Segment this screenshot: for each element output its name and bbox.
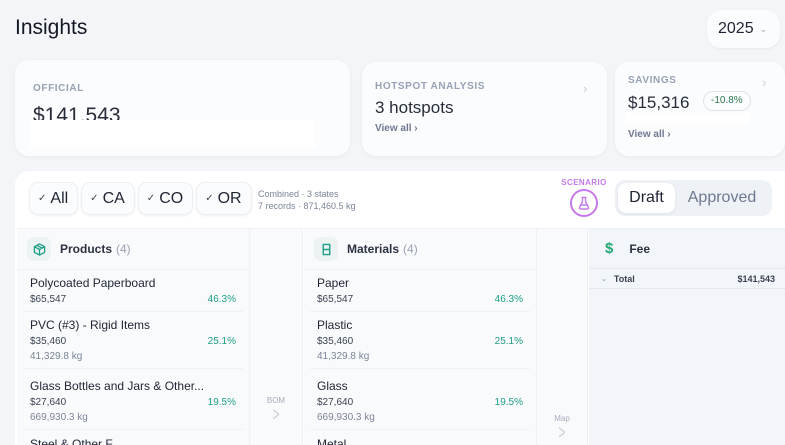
scenario-label: SCENARIO bbox=[561, 178, 607, 187]
fee-column: $ Fee ⌄ Total $141,543 bbox=[589, 228, 785, 445]
materials-title: Materials bbox=[347, 242, 400, 256]
bom-connector[interactable]: BOM > bbox=[250, 228, 303, 445]
savings-view-all-link[interactable]: View all › bbox=[628, 129, 671, 140]
chevron-right-icon: › bbox=[583, 81, 588, 96]
map-connector[interactable]: Map > bbox=[537, 228, 588, 445]
scenario-button[interactable]: SCENARIO bbox=[558, 178, 610, 217]
official-sparkline-area bbox=[30, 120, 315, 148]
chip-all[interactable]: ✓ All bbox=[29, 182, 79, 215]
hotspot-card[interactable]: HOTSPOT ANALYSIS 3 hotspots View all › › bbox=[362, 62, 607, 156]
products-header: Products (4) bbox=[17, 229, 249, 270]
official-label: OFFICIAL bbox=[33, 83, 84, 94]
fee-total-row[interactable]: ⌄ Total $141,543 bbox=[589, 269, 785, 289]
product-row[interactable]: Polycoated Paperboard $65,547 46.3% bbox=[23, 270, 243, 312]
status-draft-option[interactable]: Draft bbox=[618, 183, 675, 213]
savings-label: SAVINGS bbox=[628, 75, 677, 86]
page-title: Insights bbox=[15, 16, 88, 39]
filter-summary-states: Combined · 3 states bbox=[258, 189, 339, 199]
material-row[interactable]: Metal bbox=[317, 437, 347, 445]
hotspot-view-all-link[interactable]: View all › bbox=[375, 123, 418, 134]
material-row[interactable]: Glass $27,640 19.5% 669,930.3 kg bbox=[310, 369, 530, 430]
chevron-down-icon[interactable]: ⌄ bbox=[601, 275, 607, 283]
dollar-icon: $ bbox=[605, 240, 614, 257]
check-icon: ✓ bbox=[90, 193, 99, 204]
beaker-icon bbox=[314, 237, 338, 261]
material-row[interactable]: Paper $65,547 46.3% bbox=[310, 270, 530, 312]
products-column: Products (4) Polycoated Paperboard $65,5… bbox=[17, 228, 250, 445]
filter-summary-records: 7 records · 871,460.5 kg bbox=[258, 201, 356, 211]
year-value: 2025 bbox=[718, 20, 754, 37]
official-card: OFFICIAL $141,543 bbox=[15, 60, 350, 156]
fee-title: Fee bbox=[629, 241, 651, 256]
map-label: Map bbox=[554, 414, 570, 423]
chip-ca[interactable]: ✓ CA bbox=[81, 182, 135, 215]
chevron-right-icon: › bbox=[762, 75, 767, 90]
products-count: (4) bbox=[116, 242, 131, 256]
status-toggle: Draft Approved bbox=[615, 180, 772, 216]
year-select[interactable]: 2025 ⌄ bbox=[707, 10, 780, 48]
materials-count: (4) bbox=[403, 242, 418, 256]
check-icon: ✓ bbox=[38, 193, 47, 204]
chip-or[interactable]: ✓ OR bbox=[196, 182, 252, 215]
hotspot-value: 3 hotspots bbox=[375, 98, 454, 117]
package-icon bbox=[27, 237, 51, 261]
chevron-down-icon: ⌄ bbox=[759, 24, 768, 34]
fee-total-value: $141,543 bbox=[737, 273, 775, 284]
product-row[interactable]: Steel & Other F... bbox=[30, 437, 122, 445]
products-title: Products bbox=[60, 242, 113, 256]
check-icon: ✓ bbox=[146, 193, 156, 204]
material-row[interactable]: Plastic $35,460 25.1% 41,329.8 kg bbox=[310, 312, 530, 369]
state-filter-chips: ✓ All ✓ CA ✓ CO ✓ OR bbox=[29, 182, 252, 215]
product-row[interactable]: PVC (#3) - Rigid Items $35,460 25.1% 41,3… bbox=[23, 312, 243, 369]
fee-header: $ Fee bbox=[589, 229, 785, 269]
flask-icon bbox=[570, 189, 598, 217]
materials-header: Materials (4) bbox=[304, 229, 536, 270]
savings-value: $15,316 bbox=[628, 93, 690, 112]
savings-card[interactable]: SAVINGS $15,316 -10.8% View all › › bbox=[615, 62, 785, 156]
chevron-right-icon: > bbox=[558, 422, 566, 444]
chip-co[interactable]: ✓ CO bbox=[137, 182, 194, 215]
hotspot-label: HOTSPOT ANALYSIS bbox=[375, 81, 485, 92]
check-icon: ✓ bbox=[205, 193, 214, 204]
filter-summary: Combined · 3 states 7 records · 871,460.… bbox=[258, 188, 356, 212]
status-approved-option[interactable]: Approved bbox=[687, 189, 757, 206]
savings-change-badge: -10.8% bbox=[703, 91, 751, 111]
fee-total-label: Total bbox=[613, 273, 635, 284]
materials-column: Materials (4) Paper $65,547 46.3% Plastic… bbox=[304, 228, 537, 445]
bom-label: BOM bbox=[266, 396, 286, 405]
chevron-right-icon: > bbox=[272, 404, 280, 426]
product-row[interactable]: Glass Bottles and Jars & Other... $27,64… bbox=[23, 369, 243, 430]
savings-sparkline-area bbox=[625, 113, 749, 124]
